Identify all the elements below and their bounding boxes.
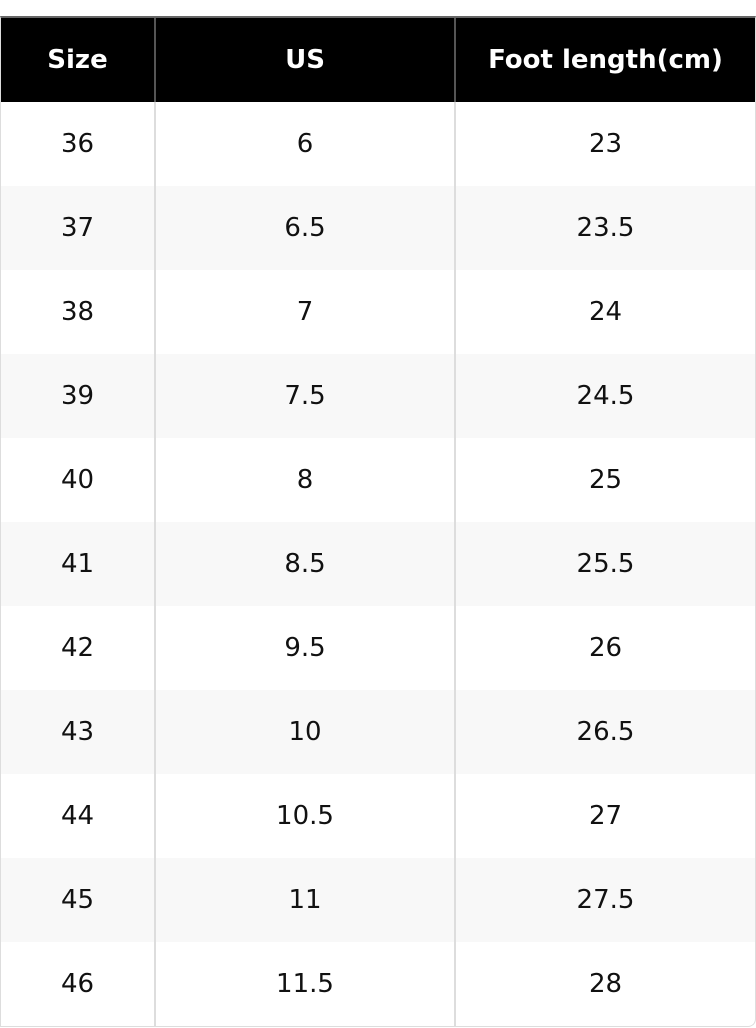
table-row: 45 11 27.5 <box>1 858 755 942</box>
us-cell: 7 <box>154 270 455 354</box>
header-row: Size US Foot length(cm) <box>1 18 755 102</box>
us-cell: 10 <box>154 690 455 774</box>
us-cell: 9.5 <box>154 606 455 690</box>
header-foot-length: Foot length(cm) <box>454 18 755 102</box>
table-row: 38 7 24 <box>1 270 755 354</box>
table-row: 39 7.5 24.5 <box>1 354 755 438</box>
size-cell: 37 <box>1 186 155 270</box>
size-cell: 40 <box>60 465 95 495</box>
us-cell: 11 <box>154 858 455 942</box>
table-row: 37 6.5 23.5 <box>1 186 755 270</box>
table-row: 40 8 25 <box>1 438 755 522</box>
table-row: 43 10 26.5 <box>1 690 755 774</box>
size-cell: 38 <box>60 297 95 327</box>
foot-length-cell: 27.5 <box>454 858 755 942</box>
table-row: 44 10.5 27 <box>1 774 755 858</box>
size-cell: 46 <box>60 969 95 999</box>
size-cell: 36 <box>60 129 95 159</box>
us-cell: 10.5 <box>154 774 455 858</box>
table-row: 42 9.5 26 <box>1 606 755 690</box>
size-cell: 43 <box>1 690 155 774</box>
foot-length-cell: 25.5 <box>454 522 755 606</box>
header-size: Size <box>1 18 155 102</box>
foot-length-cell: 26 <box>454 606 755 690</box>
table-row: 46 11.5 28 <box>1 942 755 1026</box>
size-cell: 41 <box>1 522 155 606</box>
us-cell: 8 <box>154 438 455 522</box>
size-cell: 45 <box>1 858 155 942</box>
us-cell: 11.5 <box>154 942 455 1026</box>
size-chart: Size US Foot length(cm) 36 6 23 37 6.5 23.5 38… <box>0 16 756 1027</box>
size-cell: 42 <box>60 633 95 663</box>
size-cell: 39 <box>1 354 155 438</box>
size-table: Size US Foot length(cm) 36 6 23 37 6.5 23.5 38… <box>1 18 755 1026</box>
foot-length-cell: 23.5 <box>454 186 755 270</box>
us-cell: 6.5 <box>154 186 455 270</box>
table-row: 41 8.5 25.5 <box>1 522 755 606</box>
foot-length-cell: 24.5 <box>454 354 755 438</box>
us-cell: 6 <box>154 102 455 186</box>
header-us: US <box>154 18 455 102</box>
foot-length-cell: 25 <box>454 438 755 522</box>
table-row: 36 6 23 <box>1 102 755 186</box>
foot-length-cell: 24 <box>454 270 755 354</box>
foot-length-cell: 27 <box>454 774 755 858</box>
size-cell: 44 <box>60 801 95 831</box>
us-cell: 7.5 <box>154 354 455 438</box>
foot-length-cell: 28 <box>454 942 755 1026</box>
foot-length-cell: 26.5 <box>454 690 755 774</box>
foot-length-cell: 23 <box>454 102 755 186</box>
us-cell: 8.5 <box>154 522 455 606</box>
